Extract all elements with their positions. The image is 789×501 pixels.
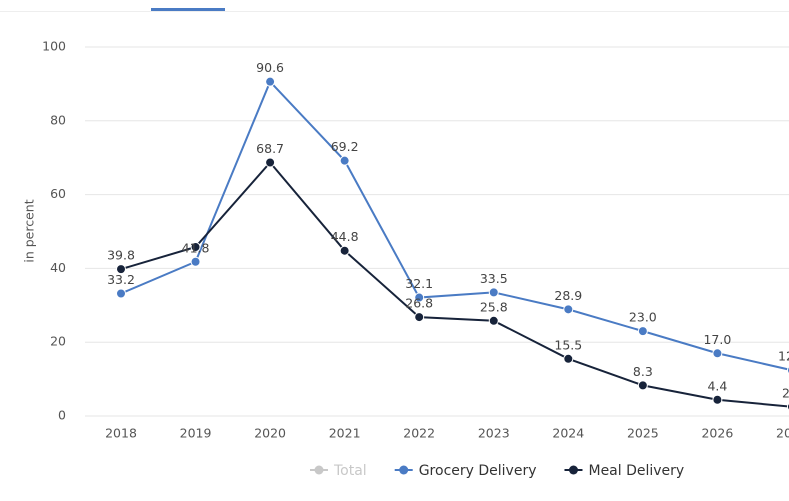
data-label: 25.8 bbox=[480, 299, 508, 314]
data-label: 69.2 bbox=[331, 139, 359, 154]
x-tick-label: 2023 bbox=[478, 426, 510, 441]
point bbox=[414, 292, 425, 303]
point bbox=[488, 315, 499, 326]
y-tick-label: 60 bbox=[50, 186, 66, 201]
data-label: 33.5 bbox=[480, 271, 508, 286]
y-tick-label: 20 bbox=[50, 334, 66, 349]
x-tick-label: 2020 bbox=[254, 426, 286, 441]
point bbox=[116, 264, 126, 275]
y-tick-label: 80 bbox=[50, 112, 66, 127]
x-tick-label: 2019 bbox=[180, 426, 212, 441]
legend-label[interactable]: Grocery Delivery bbox=[419, 463, 537, 479]
point bbox=[637, 326, 648, 337]
point bbox=[339, 155, 350, 166]
x-tick-label: 2018 bbox=[105, 426, 137, 441]
series-line bbox=[120, 79, 789, 371]
point bbox=[265, 157, 276, 168]
x-tick-label: 2024 bbox=[552, 426, 584, 441]
point bbox=[265, 76, 276, 87]
data-label: 44.8 bbox=[331, 229, 359, 244]
legend-marker bbox=[568, 465, 578, 475]
legend-marker bbox=[399, 465, 409, 475]
data-label: 39.8 bbox=[107, 248, 135, 263]
data-label: 4.4 bbox=[707, 378, 727, 393]
point bbox=[712, 348, 723, 359]
data-label: 17.0 bbox=[703, 332, 731, 347]
y-axis-label: in percent bbox=[22, 199, 37, 262]
tab-indicator bbox=[151, 8, 225, 11]
data-label: 12.4 bbox=[778, 349, 789, 364]
data-label: 15.5 bbox=[554, 337, 582, 352]
point bbox=[414, 312, 425, 323]
point bbox=[116, 288, 126, 299]
data-label: 28.9 bbox=[554, 288, 582, 303]
point bbox=[712, 394, 723, 405]
x-tick-label: 2026 bbox=[701, 426, 733, 441]
data-label: 2.5 bbox=[782, 385, 789, 400]
point bbox=[637, 380, 648, 391]
legend-label[interactable]: Meal Delivery bbox=[588, 463, 684, 479]
data-label: 68.7 bbox=[256, 141, 284, 156]
point bbox=[190, 256, 201, 267]
data-label: 41.8 bbox=[182, 240, 210, 255]
series-line bbox=[120, 160, 789, 408]
x-tick-label: 2022 bbox=[403, 426, 435, 441]
y-tick-label: 0 bbox=[58, 408, 66, 423]
data-label: 32.1 bbox=[405, 276, 433, 291]
data-label: 26.8 bbox=[405, 296, 433, 311]
legend-label[interactable]: Total bbox=[333, 463, 367, 479]
point bbox=[488, 287, 499, 298]
data-label: 33.2 bbox=[107, 272, 135, 287]
x-tick-label: 2021 bbox=[329, 426, 361, 441]
y-tick-label: 40 bbox=[50, 260, 66, 275]
x-tick-label: 2027 bbox=[776, 426, 789, 441]
legend-marker bbox=[314, 465, 324, 475]
data-label: 8.3 bbox=[633, 364, 653, 379]
data-label: 90.6 bbox=[256, 60, 284, 75]
point bbox=[190, 241, 201, 252]
point bbox=[563, 304, 574, 315]
x-tick-label: 2025 bbox=[627, 426, 659, 441]
point bbox=[339, 245, 350, 256]
data-label: 23.0 bbox=[629, 310, 657, 325]
point bbox=[563, 353, 574, 364]
y-tick-label: 100 bbox=[42, 39, 66, 54]
